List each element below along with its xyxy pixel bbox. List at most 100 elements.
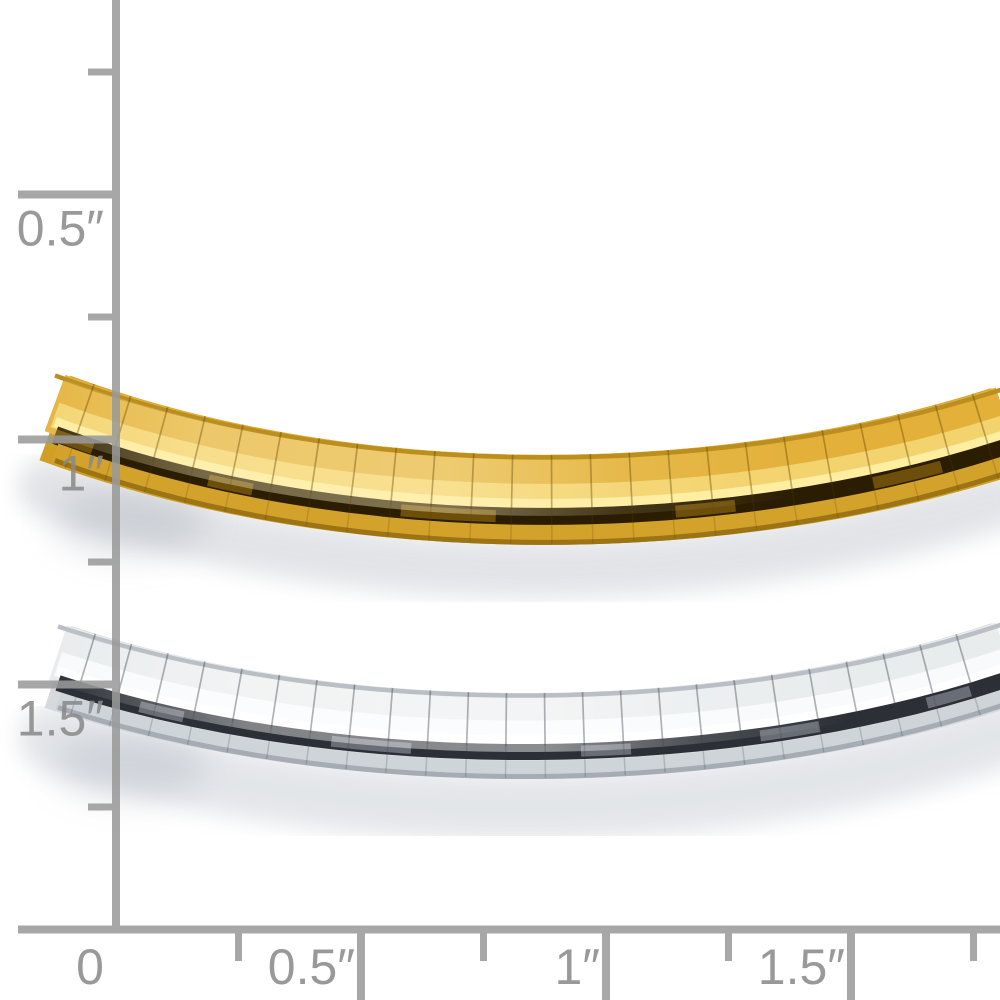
chain-band-bottom-edge — [57, 703, 1000, 779]
link-line-lower — [305, 492, 312, 527]
ruler-vertical-axis-line — [112, 0, 120, 934]
link-line-lower — [622, 743, 627, 776]
link-line-upper — [845, 661, 858, 714]
link-line-upper — [971, 393, 990, 447]
ruler-minor-tick — [235, 933, 242, 961]
link-line-upper — [510, 454, 514, 510]
chain-band-bottom-edge — [54, 458, 1000, 545]
link-line-upper — [230, 424, 244, 479]
ruler-minor-tick — [88, 68, 116, 76]
link-line-lower — [346, 498, 352, 532]
link-line-upper — [705, 446, 714, 502]
link-line-lower — [711, 501, 717, 536]
link-line-lower — [700, 737, 706, 770]
link-line-lower — [631, 507, 635, 542]
link-line-lower — [385, 740, 390, 773]
link-line-upper — [426, 690, 432, 744]
link-line-upper — [387, 687, 394, 741]
link-line-upper — [470, 453, 475, 509]
chain-drop-shadow — [19, 702, 1000, 840]
link-line-lower — [932, 695, 943, 727]
link-line-upper — [695, 684, 703, 738]
link-line-lower — [661, 740, 666, 773]
ruler-major-tick — [357, 933, 365, 1000]
ruler-minor-tick — [88, 803, 116, 811]
link-line-lower — [464, 745, 468, 778]
link-line-lower — [265, 727, 273, 760]
link-line-upper — [770, 674, 781, 728]
link-line-upper — [919, 644, 935, 696]
chain-drop-shadow — [18, 458, 1000, 598]
link-line-lower — [870, 476, 880, 511]
chain-band-lower — [55, 690, 1000, 779]
ruler-major-tick — [18, 680, 116, 689]
link-line-lower — [424, 743, 429, 776]
link-line-lower — [147, 704, 157, 737]
link-line-upper — [783, 436, 794, 492]
link-line-upper — [390, 447, 398, 503]
link-line-lower — [427, 505, 432, 540]
link-line-upper — [733, 679, 742, 733]
link-line-upper — [505, 692, 508, 746]
link-line-upper — [821, 430, 833, 485]
link-line-upper — [882, 653, 897, 706]
ruler-minor-tick — [480, 933, 487, 961]
link-line-lower — [305, 732, 312, 765]
link-line-lower — [591, 509, 594, 544]
chain-specular-glow — [45, 379, 1000, 516]
link-line-lower — [186, 713, 195, 745]
yellow-gold-omega-chain — [18, 373, 1000, 598]
link-line-upper — [75, 383, 95, 437]
link-line-upper — [270, 431, 282, 487]
link-line-lower — [345, 737, 351, 770]
link-line-lower — [583, 745, 587, 778]
link-line-upper — [897, 414, 912, 468]
link-line-lower — [468, 508, 472, 543]
link-line-upper — [154, 653, 169, 706]
chain-band-top-edge — [57, 622, 1000, 698]
ruler-major-tick — [18, 190, 116, 199]
link-line-upper — [465, 692, 470, 746]
ruler-major-tick — [847, 933, 855, 1000]
ruler-label: 0.5″ — [17, 201, 104, 257]
ruler-label: 1.5″ — [758, 939, 845, 995]
link-line-lower — [910, 467, 920, 502]
necklaces — [18, 373, 1000, 840]
link-line-lower — [949, 457, 960, 491]
link-line-lower — [183, 469, 194, 503]
link-line-lower — [224, 478, 233, 512]
ruler-major-tick — [18, 435, 116, 444]
link-line-upper — [934, 404, 951, 459]
ruler-label: 0.5″ — [268, 939, 355, 995]
link-line-lower — [751, 496, 758, 531]
link-line-upper — [744, 442, 754, 497]
link-line-upper — [309, 680, 318, 733]
link-line-lower — [894, 705, 904, 737]
link-line-upper — [589, 454, 593, 510]
link-line-lower — [817, 720, 825, 753]
link-line-upper — [231, 668, 243, 722]
link-line-upper — [581, 692, 586, 746]
link-line-upper — [667, 450, 674, 505]
link-line-lower — [970, 684, 982, 717]
link-line-upper — [628, 452, 634, 508]
link-line-lower — [856, 713, 864, 746]
link-line-lower — [831, 484, 839, 518]
link-line-upper — [193, 661, 206, 714]
link-line-upper — [350, 443, 359, 499]
ruler-minor-tick — [970, 933, 977, 961]
chain-band-lower — [51, 443, 1000, 545]
link-line-upper — [348, 684, 356, 738]
link-line-lower — [987, 446, 1000, 480]
ruler-label: 1″ — [554, 939, 600, 995]
ruler-minor-tick — [88, 313, 116, 321]
ruler-label: 0 — [76, 939, 104, 995]
link-line-upper — [955, 634, 973, 686]
link-line-lower — [739, 732, 746, 765]
link-line-lower — [264, 486, 273, 520]
link-line-upper — [808, 668, 820, 722]
ruler-label: 1.5″ — [17, 691, 104, 747]
link-line-upper — [79, 633, 97, 685]
link-line-upper — [619, 690, 625, 744]
link-line-upper — [310, 438, 321, 493]
